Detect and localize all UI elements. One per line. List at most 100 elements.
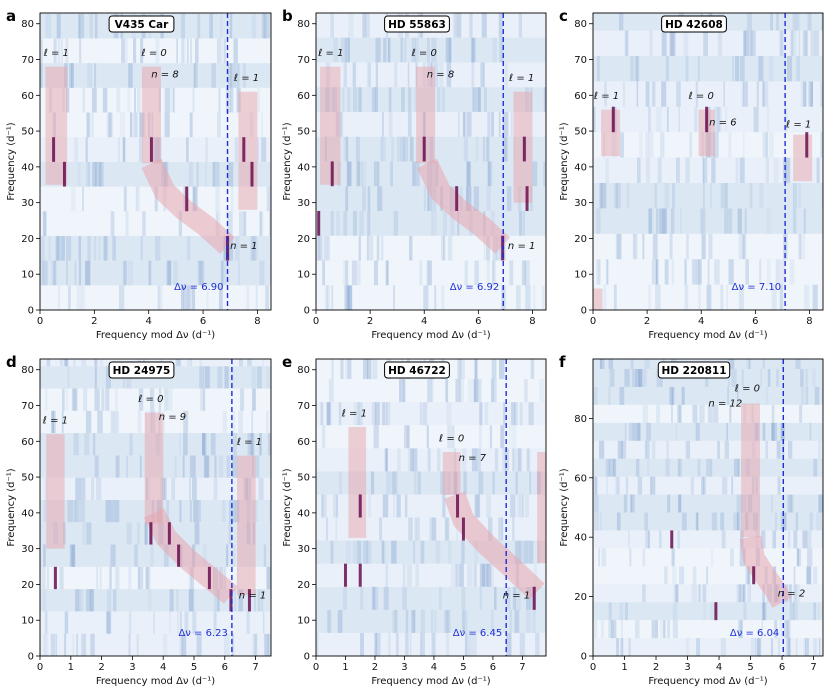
power-streak [747,566,751,585]
power-streak [189,477,191,500]
power-streak [96,566,99,590]
power-streak [720,638,727,656]
power-streak [251,13,255,14]
power-streak [323,235,328,261]
x-tick-label: 1 [68,662,74,673]
panel-letter: e [282,353,292,371]
power-streak [450,210,455,236]
power-streak [138,566,144,590]
power-streak [714,106,720,133]
power-streak [188,589,195,612]
power-streak [386,471,391,495]
power-streak [641,368,647,387]
power-streak [43,499,47,523]
power-streak [660,132,665,158]
power-streak [738,584,744,603]
power-streak [192,87,195,113]
power-streak [456,13,462,38]
power-streak [398,379,404,403]
power-streak [469,13,473,38]
power-streak [197,260,203,286]
power-streak [216,112,221,138]
power-streak [697,259,702,285]
power-streak [763,81,769,107]
power-streak [659,530,662,549]
power-streak [714,259,720,285]
power-streak [474,379,476,403]
power-streak [441,285,445,310]
power-streak [316,632,319,656]
power-streak [405,609,409,633]
power-streak [393,285,395,310]
power-streak [600,620,604,639]
power-streak [247,359,252,367]
power-streak [94,13,98,39]
power-streak [659,620,663,639]
power-streak [75,589,79,612]
power-streak [706,458,712,477]
power-streak [803,208,806,234]
power-streak [402,586,407,610]
power-streak [321,425,325,449]
power-streak [420,540,425,564]
order-row [593,404,823,423]
power-streak [91,477,95,500]
power-streak [432,517,437,541]
power-streak [193,63,196,88]
power-streak [40,566,45,590]
mode-annotation: ℓ = 1 [786,120,811,131]
power-streak [695,512,699,531]
power-streak [183,38,186,64]
power-streak [79,499,85,523]
power-streak [515,540,521,564]
power-streak [256,137,260,162]
power-streak [471,632,477,656]
power-streak [616,512,621,531]
power-streak [110,410,115,434]
power-streak [710,602,714,621]
power-streak [669,30,675,56]
power-streak [106,112,111,138]
mode-annotation: ℓ = 1 [44,48,69,59]
power-streak [762,584,765,603]
power-streak [672,620,678,639]
y-tick-label: 20 [21,580,34,591]
power-streak [692,404,698,423]
power-streak [339,111,343,137]
order-row [40,589,271,612]
order-row [593,602,823,621]
x-tick-label: 6 [490,662,496,673]
power-streak [257,589,261,612]
power-streak [91,112,94,138]
power-streak [596,259,600,285]
power-streak [745,259,749,285]
power-streak [724,440,729,459]
power-streak [235,63,240,88]
power-streak [667,494,671,513]
power-streak [84,260,91,286]
power-streak [411,37,416,63]
power-streak [127,260,134,286]
power-streak [652,233,659,260]
power-streak [71,499,77,523]
axes-frame [39,358,272,657]
power-streak [347,37,350,63]
power-streak [239,388,245,411]
power-streak [188,161,194,187]
mode-annotation: n = 7 [459,453,487,464]
power-streak [64,611,69,634]
power-streak [81,633,87,656]
mode-annotation: n = 8 [151,69,178,80]
power-streak [519,402,523,426]
order-row [316,471,546,495]
power-streak [671,548,675,567]
power-streak [765,386,769,405]
power-streak [233,499,240,523]
power-streak [479,425,482,449]
power-streak [431,37,437,63]
power-streak [365,13,370,38]
power-streak [238,589,243,612]
power-streak [228,161,234,187]
power-streak [656,368,659,387]
